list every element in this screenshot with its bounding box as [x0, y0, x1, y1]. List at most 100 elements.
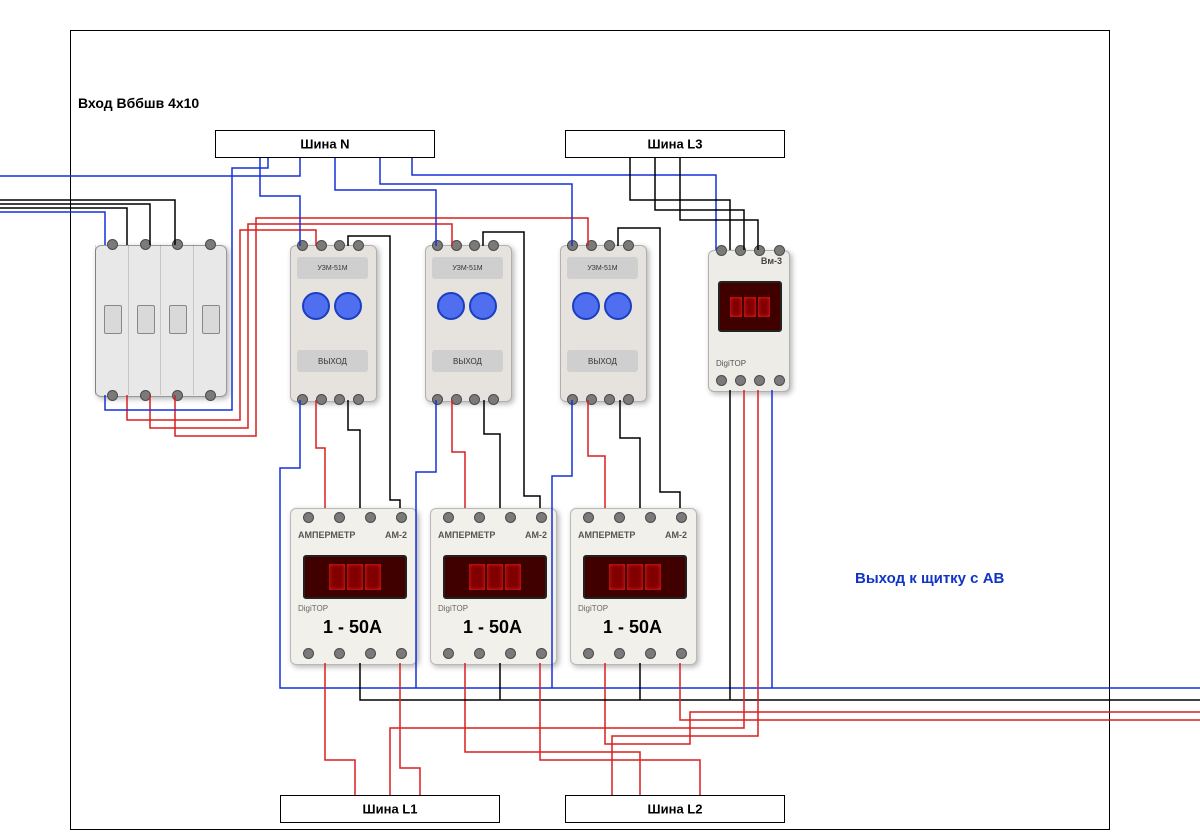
relay-3-top-t1 — [586, 240, 597, 251]
ammeter-1: АМПЕРМЕТРАМ-2DigiTOP1 - 50А — [290, 508, 415, 663]
voltmeter-seg-2 — [758, 297, 770, 317]
ammeter-model-1: АМ-2 — [385, 530, 407, 540]
breaker-pole-3 — [160, 245, 194, 395]
diagram-stage: Вход Вббшв 4х10 Выход к щитку с АВ Шина N Ш… — [0, 0, 1200, 837]
voltage-relay-3: УЗМ-51М ВЫХОД — [560, 245, 645, 400]
relay-botpanel-1: ВЫХОД — [297, 350, 368, 372]
breaker-bot-term-2 — [140, 390, 151, 401]
ammeter-2-bterm-0 — [443, 648, 454, 659]
ammeter-2-bterm-2 — [505, 648, 516, 659]
ammeter-2-seg-2 — [505, 564, 521, 590]
ammeter-1-bterm-0 — [303, 648, 314, 659]
breaker-pole-4 — [193, 245, 227, 395]
ammeter-2-bterm-1 — [474, 648, 485, 659]
ammeter-2-tterm-2 — [505, 512, 516, 523]
ammeter-display-2 — [443, 555, 547, 599]
ammeter-1-seg-2 — [365, 564, 381, 590]
main-breaker — [95, 245, 225, 395]
breaker-top-term-2 — [140, 239, 151, 250]
busbar-L2: Шина L2 — [565, 795, 785, 823]
busbar-L1-label: Шина L1 — [363, 802, 418, 817]
relay-dial-upper-3 — [572, 292, 600, 320]
relay-2-top-t3 — [488, 240, 499, 251]
busbar-L3-label: Шина L3 — [648, 137, 703, 152]
voltage-relay-1: УЗМ-51М ВЫХОД — [290, 245, 375, 400]
ammeter-display-3 — [583, 555, 687, 599]
ammeter-3-bterm-1 — [614, 648, 625, 659]
output-label: Выход к щитку с АВ — [855, 570, 1004, 587]
relay-1-top-t1 — [316, 240, 327, 251]
ammeter-1-bterm-1 — [334, 648, 345, 659]
ammeter-model-3: АМ-2 — [665, 530, 687, 540]
voltmeter-seg-1 — [744, 297, 756, 317]
ammeter-digits-2 — [469, 564, 521, 590]
busbar-L1: Шина L1 — [280, 795, 500, 823]
ammeter-3-seg-2 — [645, 564, 661, 590]
relay-botpanel-2: ВЫХОД — [432, 350, 503, 372]
ammeter-digits-1 — [329, 564, 381, 590]
ammeter-title-3: АМПЕРМЕТР — [578, 530, 635, 540]
ammeter-2-tterm-0 — [443, 512, 454, 523]
ammeter-range-1: 1 - 50А — [290, 617, 415, 638]
ammeter-2-seg-0 — [469, 564, 485, 590]
ammeter-1-tterm-2 — [365, 512, 376, 523]
input-cable-label: Вход Вббшв 4х10 — [78, 95, 199, 111]
ammeter-3: АМПЕРМЕТРАМ-2DigiTOP1 - 50А — [570, 508, 695, 663]
relay-2-top-t0 — [432, 240, 443, 251]
relay-1-bot-t1 — [316, 394, 327, 405]
ammeter-range-3: 1 - 50А — [570, 617, 695, 638]
busbar-L3: Шина L3 — [565, 130, 785, 158]
ammeter-1-tterm-0 — [303, 512, 314, 523]
ammeter-2: АМПЕРМЕТРАМ-2DigiTOP1 - 50А — [430, 508, 555, 663]
voltmeter-topterm-0 — [716, 245, 727, 256]
ammeter-1-bterm-2 — [365, 648, 376, 659]
ammeter-3-tterm-1 — [614, 512, 625, 523]
breaker-handle-1 — [104, 305, 122, 334]
voltmeter-seg-0 — [730, 297, 742, 317]
relay-toppanel-1: УЗМ-51М — [297, 257, 368, 279]
voltmeter-term-0 — [716, 375, 727, 386]
relay-dial-upper-2 — [437, 292, 465, 320]
breaker-handle-4 — [202, 305, 220, 334]
ammeter-3-tterm-2 — [645, 512, 656, 523]
breaker-handle-2 — [137, 305, 155, 334]
ammeter-brand-1: DigiTOP — [298, 604, 328, 613]
breaker-pole-2 — [128, 245, 162, 395]
ammeter-model-2: АМ-2 — [525, 530, 547, 540]
relay-dial-upper-1 — [302, 292, 330, 320]
relay-2-bot-t0 — [432, 394, 443, 405]
relay-3-bot-t0 — [567, 394, 578, 405]
ammeter-3-seg-0 — [609, 564, 625, 590]
relay-dial-lower-3 — [604, 292, 632, 320]
relay-1-top-t3 — [353, 240, 364, 251]
ammeter-range-2: 1 - 50А — [430, 617, 555, 638]
relay-1-bot-t0 — [297, 394, 308, 405]
ammeter-3-seg-1 — [627, 564, 643, 590]
relay-3-top-t0 — [567, 240, 578, 251]
relay-dial-lower-1 — [334, 292, 362, 320]
breaker-pole-1 — [95, 245, 129, 395]
busbar-N-label: Шина N — [300, 137, 349, 152]
ammeter-2-seg-1 — [487, 564, 503, 590]
voltmeter-brand: DigiTOP — [716, 359, 746, 368]
ammeter-1-seg-0 — [329, 564, 345, 590]
relay-toppanel-3: УЗМ-51М — [567, 257, 638, 279]
voltmeter-term-3 — [774, 375, 785, 386]
relay-1-top-t0 — [297, 240, 308, 251]
ammeter-3-tterm-0 — [583, 512, 594, 523]
relay-1-bot-t3 — [353, 394, 364, 405]
voltmeter-model: Вм-3 — [761, 256, 782, 266]
relay-botpanel-3: ВЫХОД — [567, 350, 638, 372]
relay-2-bot-t3 — [488, 394, 499, 405]
ammeter-3-bterm-2 — [645, 648, 656, 659]
breaker-bot-term-4 — [205, 390, 216, 401]
relay-2-top-t1 — [451, 240, 462, 251]
relay-2-bot-t1 — [451, 394, 462, 405]
ammeter-display-1 — [303, 555, 407, 599]
voltage-relay-2: УЗМ-51М ВЫХОД — [425, 245, 510, 400]
voltmeter-topterm-3 — [774, 245, 785, 256]
voltmeter-digits — [730, 297, 770, 317]
relay-toppanel-2: УЗМ-51М — [432, 257, 503, 279]
ammeter-1-seg-1 — [347, 564, 363, 590]
voltmeter-display — [718, 281, 783, 333]
